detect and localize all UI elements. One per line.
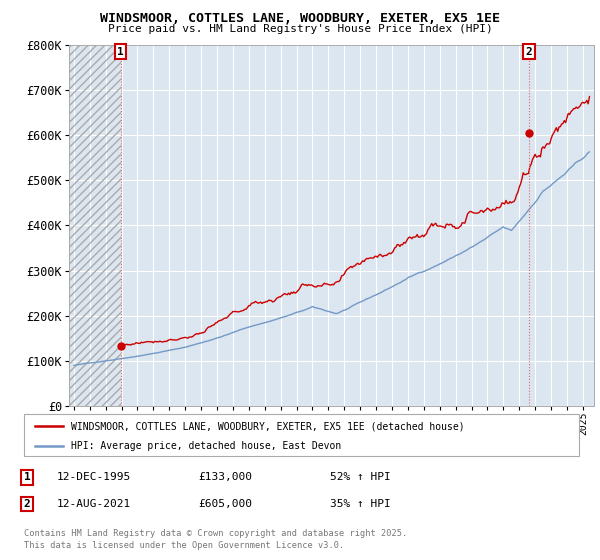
Text: 12-AUG-2021: 12-AUG-2021 [57,499,131,509]
Text: Contains HM Land Registry data © Crown copyright and database right 2025.: Contains HM Land Registry data © Crown c… [24,530,407,539]
Text: 12-DEC-1995: 12-DEC-1995 [57,472,131,482]
Text: 52% ↑ HPI: 52% ↑ HPI [330,472,391,482]
Text: 1: 1 [118,46,124,57]
Text: 35% ↑ HPI: 35% ↑ HPI [330,499,391,509]
Text: 2: 2 [526,46,532,57]
Text: HPI: Average price, detached house, East Devon: HPI: Average price, detached house, East… [71,441,341,451]
Text: WINDSMOOR, COTTLES LANE, WOODBURY, EXETER, EX5 1EE (detached house): WINDSMOOR, COTTLES LANE, WOODBURY, EXETE… [71,421,465,431]
Bar [66,45,121,406]
Text: £133,000: £133,000 [198,472,252,482]
Text: £605,000: £605,000 [198,499,252,509]
Text: 2: 2 [23,499,31,509]
Text: WINDSMOOR, COTTLES LANE, WOODBURY, EXETER, EX5 1EE: WINDSMOOR, COTTLES LANE, WOODBURY, EXETE… [100,12,500,25]
Text: This data is licensed under the Open Government Licence v3.0.: This data is licensed under the Open Gov… [24,541,344,550]
Text: Price paid vs. HM Land Registry's House Price Index (HPI): Price paid vs. HM Land Registry's House … [107,24,493,34]
Text: 1: 1 [23,472,31,482]
